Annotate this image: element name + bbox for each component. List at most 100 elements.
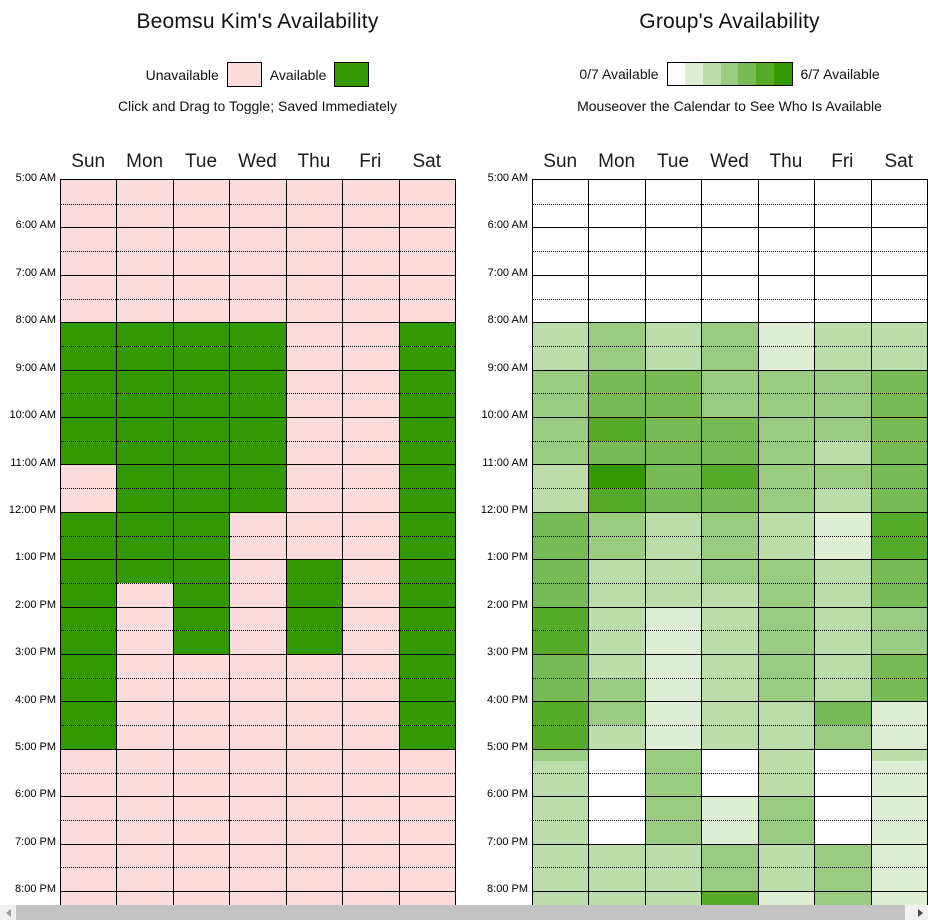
- personal-slot-thu-26[interactable]: [286, 796, 343, 820]
- personal-slot-tue-18[interactable]: [173, 606, 230, 631]
- group-slot-tue-10[interactable]: [645, 417, 702, 441]
- group-slot-fri-6[interactable]: [815, 322, 871, 346]
- group-slot-sat-4[interactable]: [871, 274, 927, 299]
- group-slot-sat-19[interactable]: [871, 630, 927, 655]
- personal-slot-sun-14[interactable]: [61, 511, 117, 536]
- group-slot-mon-3[interactable]: [589, 251, 645, 275]
- group-slot-sun-23[interactable]: [533, 725, 589, 749]
- personal-slot-sun-29[interactable]: [61, 867, 117, 892]
- group-slot-mon-27[interactable]: [589, 819, 645, 844]
- group-slot-tue-13[interactable]: [645, 488, 702, 512]
- personal-slot-sat-22[interactable]: [399, 701, 455, 726]
- personal-slot-thu-8[interactable]: [286, 369, 343, 394]
- group-slot-thu-12[interactable]: [758, 464, 815, 489]
- group-slot-fri-20[interactable]: [815, 654, 871, 678]
- personal-slot-sun-25[interactable]: [61, 772, 117, 797]
- personal-slot-fri-19[interactable]: [343, 630, 399, 655]
- personal-slot-wed-17[interactable]: [230, 582, 286, 607]
- personal-slot-mon-21[interactable]: [117, 677, 173, 702]
- personal-slot-mon-20[interactable]: [117, 654, 173, 678]
- personal-slot-wed-11[interactable]: [230, 440, 286, 465]
- group-slot-sat-5[interactable]: [871, 298, 927, 323]
- group-slot-mon-9[interactable]: [589, 393, 645, 418]
- personal-slot-mon-18[interactable]: [117, 606, 173, 631]
- personal-slot-sun-23[interactable]: [61, 725, 117, 749]
- group-slot-wed-29[interactable]: [702, 867, 758, 892]
- personal-slot-thu-19[interactable]: [286, 630, 343, 655]
- group-slot-sun-21[interactable]: [533, 677, 589, 702]
- personal-slot-mon-8[interactable]: [117, 369, 173, 394]
- group-slot-sat-27[interactable]: [871, 819, 927, 844]
- personal-slot-sat-16[interactable]: [399, 559, 455, 583]
- group-slot-fri-25[interactable]: [815, 772, 871, 797]
- personal-slot-thu-1[interactable]: [286, 203, 343, 228]
- group-slot-fri-16[interactable]: [815, 559, 871, 583]
- group-slot-sun-15[interactable]: [533, 535, 589, 560]
- personal-slot-fri-17[interactable]: [343, 582, 399, 607]
- personal-slot-tue-24[interactable]: [173, 748, 230, 773]
- personal-slot-wed-5[interactable]: [230, 298, 286, 323]
- group-slot-sun-2[interactable]: [533, 227, 589, 252]
- group-slot-mon-4[interactable]: [589, 274, 645, 299]
- personal-slot-tue-1[interactable]: [173, 203, 230, 228]
- personal-slot-thu-29[interactable]: [286, 867, 343, 892]
- personal-slot-sat-8[interactable]: [399, 369, 455, 394]
- group-slot-tue-17[interactable]: [645, 582, 702, 607]
- group-slot-thu-15[interactable]: [758, 535, 815, 560]
- group-slot-tue-24[interactable]: [645, 748, 702, 773]
- group-slot-wed-23[interactable]: [702, 725, 758, 749]
- personal-slot-sat-15[interactable]: [399, 535, 455, 560]
- group-slot-sat-25[interactable]: [871, 772, 927, 797]
- personal-slot-fri-1[interactable]: [343, 203, 399, 228]
- personal-slot-wed-19[interactable]: [230, 630, 286, 655]
- group-slot-fri-15[interactable]: [815, 535, 871, 560]
- personal-slot-fri-20[interactable]: [343, 654, 399, 678]
- group-slot-sun-17[interactable]: [533, 582, 589, 607]
- personal-slot-sat-19[interactable]: [399, 630, 455, 655]
- personal-slot-tue-13[interactable]: [173, 488, 230, 512]
- personal-slot-mon-23[interactable]: [117, 725, 173, 749]
- personal-slot-sun-10[interactable]: [61, 417, 117, 441]
- personal-slot-tue-0[interactable]: [173, 180, 230, 204]
- personal-slot-wed-2[interactable]: [230, 227, 286, 252]
- personal-slot-sun-13[interactable]: [61, 488, 117, 512]
- group-slot-sun-19[interactable]: [533, 630, 589, 655]
- personal-slot-fri-8[interactable]: [343, 369, 399, 394]
- personal-slot-fri-25[interactable]: [343, 772, 399, 797]
- personal-slot-tue-28[interactable]: [173, 843, 230, 868]
- group-slot-sat-6[interactable]: [871, 322, 927, 346]
- personal-slot-sat-26[interactable]: [399, 796, 455, 820]
- personal-slot-mon-28[interactable]: [117, 843, 173, 868]
- personal-slot-mon-14[interactable]: [117, 511, 173, 536]
- group-slot-thu-17[interactable]: [758, 582, 815, 607]
- personal-slot-wed-1[interactable]: [230, 203, 286, 228]
- group-slot-mon-19[interactable]: [589, 630, 645, 655]
- personal-slot-sun-0[interactable]: [61, 180, 117, 204]
- group-slot-wed-24[interactable]: [702, 748, 758, 773]
- personal-slot-sun-15[interactable]: [61, 535, 117, 560]
- personal-slot-fri-15[interactable]: [343, 535, 399, 560]
- personal-slot-mon-17[interactable]: [117, 582, 173, 607]
- group-slot-mon-7[interactable]: [589, 345, 645, 370]
- personal-slot-wed-14[interactable]: [230, 511, 286, 536]
- personal-slot-wed-21[interactable]: [230, 677, 286, 702]
- group-slot-wed-10[interactable]: [702, 417, 758, 441]
- group-slot-tue-1[interactable]: [645, 203, 702, 228]
- personal-slot-fri-23[interactable]: [343, 725, 399, 749]
- group-slot-tue-11[interactable]: [645, 440, 702, 465]
- group-slot-sun-16[interactable]: [533, 559, 589, 583]
- personal-slot-wed-12[interactable]: [230, 464, 286, 489]
- group-slot-sat-15[interactable]: [871, 535, 927, 560]
- personal-slot-tue-5[interactable]: [173, 298, 230, 323]
- personal-slot-sat-17[interactable]: [399, 582, 455, 607]
- group-slot-wed-1[interactable]: [702, 203, 758, 228]
- group-slot-fri-4[interactable]: [815, 274, 871, 299]
- personal-slot-wed-22[interactable]: [230, 701, 286, 726]
- personal-slot-sat-0[interactable]: [399, 180, 455, 204]
- group-slot-fri-18[interactable]: [815, 606, 871, 631]
- personal-slot-thu-7[interactable]: [286, 345, 343, 370]
- scrollbar-thumb[interactable]: [16, 905, 905, 920]
- personal-slot-wed-10[interactable]: [230, 417, 286, 441]
- personal-slot-thu-24[interactable]: [286, 748, 343, 773]
- group-slot-fri-28[interactable]: [815, 843, 871, 868]
